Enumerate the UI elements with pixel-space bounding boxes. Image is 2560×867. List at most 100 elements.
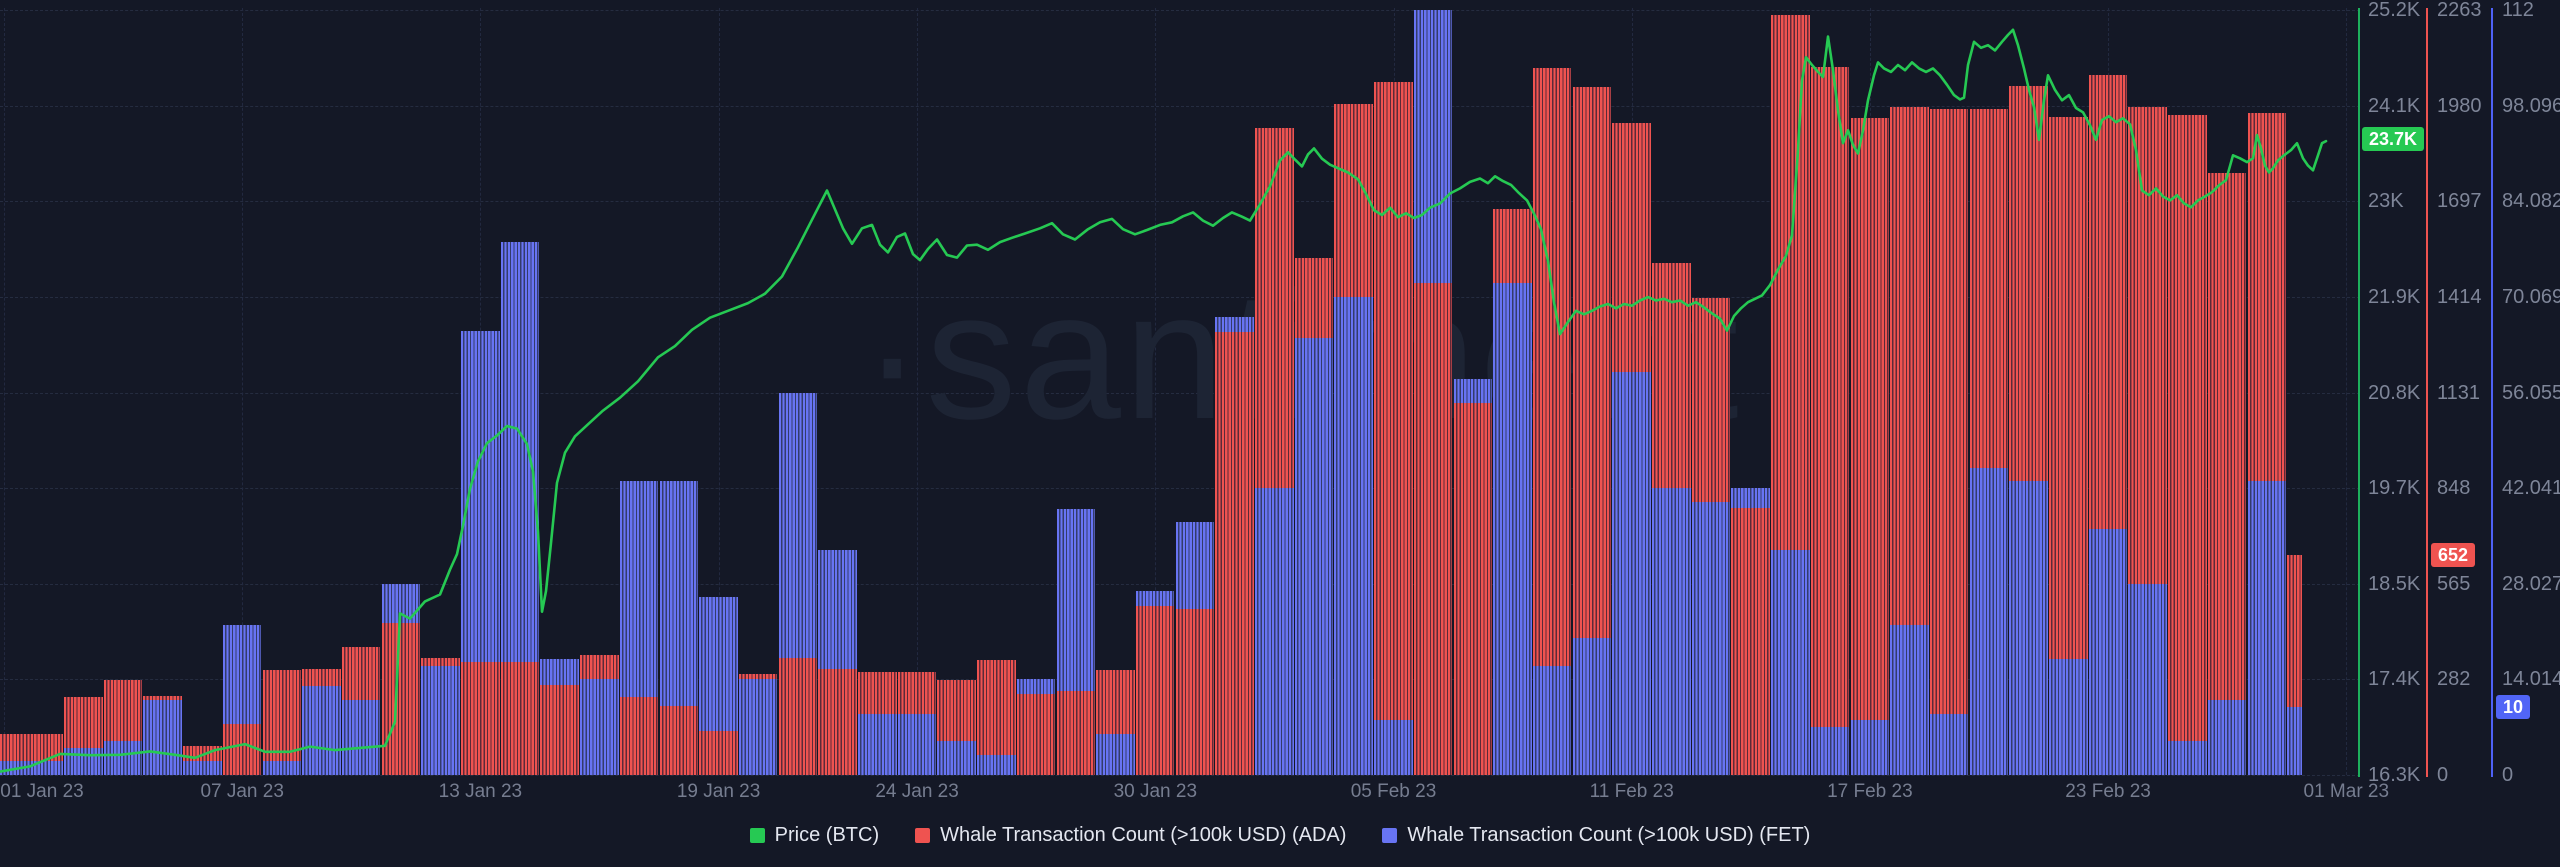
fet-current-badge[interactable]: 10 bbox=[2496, 694, 2531, 719]
btc-y-tick-label: 17.4K bbox=[2368, 668, 2421, 691]
ada-bar[interactable] bbox=[1374, 82, 1413, 775]
ada-bar[interactable] bbox=[2168, 115, 2207, 775]
fet-bar[interactable] bbox=[421, 665, 460, 775]
fet-bar[interactable] bbox=[1969, 467, 2009, 775]
ada-y-tick-label: 1697 bbox=[2437, 190, 2482, 213]
plot-area[interactable]: ·santiment bbox=[0, 0, 2360, 808]
btc-y-tick-label: 23K bbox=[2368, 190, 2404, 213]
fet-bar[interactable] bbox=[1652, 488, 1691, 775]
fet-bar[interactable] bbox=[64, 747, 103, 775]
ada-bar[interactable] bbox=[2207, 173, 2247, 775]
fet-bar[interactable] bbox=[1493, 283, 1532, 775]
btc-y-tick-label: 21.9K bbox=[2368, 285, 2421, 308]
ada-y-tick-label: 2263 bbox=[2437, 0, 2482, 21]
ada-y-tick-label: 0 bbox=[2437, 764, 2449, 786]
fet-bar[interactable] bbox=[897, 713, 937, 775]
fet-bar[interactable] bbox=[341, 699, 381, 775]
ada-bar[interactable] bbox=[1929, 109, 1969, 775]
ada-bar[interactable] bbox=[540, 685, 579, 775]
btc-y-tick-label: 18.5K bbox=[2368, 572, 2421, 595]
fet-bar[interactable] bbox=[858, 713, 897, 775]
ada-bar[interactable] bbox=[699, 731, 738, 775]
ada-current-badge[interactable]: 652 bbox=[2431, 542, 2476, 567]
ada-bar[interactable] bbox=[1175, 609, 1215, 775]
fet-bar[interactable] bbox=[103, 740, 143, 775]
fet-axis-line bbox=[2491, 8, 2493, 777]
ada-bar[interactable] bbox=[1135, 605, 1175, 775]
fet-bar[interactable] bbox=[1532, 665, 1572, 775]
ada-bar[interactable] bbox=[1056, 690, 1096, 775]
ada-bar[interactable] bbox=[659, 705, 699, 775]
ada-bar[interactable] bbox=[619, 697, 659, 775]
fet-bar[interactable] bbox=[580, 679, 619, 775]
ada-y-tick-label: 848 bbox=[2437, 477, 2471, 500]
fet-bar[interactable] bbox=[2168, 740, 2207, 775]
legend-item-btc[interactable]: Price (BTC) bbox=[749, 824, 879, 847]
fet-bar[interactable] bbox=[1294, 337, 1334, 775]
ada-bar[interactable] bbox=[461, 661, 500, 775]
fet-y-tick-label: 112 bbox=[2502, 0, 2534, 21]
fet-bar[interactable] bbox=[1691, 501, 1731, 775]
ada-bar[interactable] bbox=[1532, 68, 1572, 775]
legend-label-ada: Whale Transaction Count (>100k USD) (ADA… bbox=[940, 824, 1347, 846]
btc-legend-swatch-icon bbox=[749, 828, 765, 843]
fet-y-tick-label: 56.055 bbox=[2502, 381, 2560, 404]
x-tick-label: 13 Jan 23 bbox=[438, 781, 523, 802]
fet-bar[interactable] bbox=[937, 740, 976, 775]
fet-bar[interactable] bbox=[183, 761, 222, 775]
fet-bar[interactable] bbox=[2287, 706, 2303, 775]
fet-y-tick-label: 70.069 bbox=[2502, 285, 2560, 308]
fet-bar[interactable] bbox=[1612, 372, 1651, 775]
ada-bar[interactable] bbox=[381, 622, 421, 775]
ada-bar[interactable] bbox=[1731, 507, 1770, 775]
fet-bar[interactable] bbox=[1334, 296, 1373, 775]
fet-bar[interactable] bbox=[738, 679, 778, 775]
fet-y-tick-label: 28.027 bbox=[2502, 572, 2560, 595]
fet-bar[interactable] bbox=[2088, 529, 2128, 775]
legend-item-fet[interactable]: Whale Transaction Count (>100k USD) (FET… bbox=[1382, 824, 1810, 847]
ada-bar[interactable] bbox=[1810, 67, 1850, 775]
ada-bar[interactable] bbox=[778, 658, 818, 775]
fet-bar[interactable] bbox=[262, 761, 302, 775]
ada-bar[interactable] bbox=[818, 668, 857, 775]
x-tick-label: 30 Jan 23 bbox=[1113, 781, 1198, 802]
legend-label-fet: Whale Transaction Count (>100k USD) (FET… bbox=[1407, 824, 1811, 846]
x-tick-label: 11 Feb 23 bbox=[1589, 781, 1674, 802]
fet-bar[interactable] bbox=[1255, 488, 1294, 775]
fet-bar[interactable] bbox=[2207, 699, 2247, 775]
ada-bar[interactable] bbox=[222, 724, 262, 775]
ada-y-tick-label: 1414 bbox=[2437, 285, 2482, 308]
fet-bar[interactable] bbox=[1374, 720, 1413, 775]
fet-bar[interactable] bbox=[2009, 481, 2048, 775]
ada-bar[interactable] bbox=[1215, 332, 1254, 775]
fet-bar[interactable] bbox=[1771, 549, 1810, 775]
legend-item-ada[interactable]: Whale Transaction Count (>100k USD) (ADA… bbox=[915, 824, 1346, 847]
x-tick-label: 24 Jan 23 bbox=[875, 781, 959, 802]
fet-y-tick-label: 84.082 bbox=[2502, 190, 2560, 213]
fet-y-tick-label: 98.096 bbox=[2502, 94, 2560, 117]
fet-bar[interactable] bbox=[1929, 713, 1969, 775]
ada-y-tick-label: 1980 bbox=[2437, 94, 2482, 117]
fet-bar[interactable] bbox=[1096, 734, 1135, 775]
fet-bar[interactable] bbox=[1890, 624, 1929, 775]
fet-bar[interactable] bbox=[2128, 583, 2167, 775]
ada-bar[interactable] bbox=[1016, 693, 1056, 775]
ada-y-tick-label: 282 bbox=[2437, 668, 2471, 691]
fet-bar[interactable] bbox=[2049, 658, 2088, 775]
x-tick-label: 07 Jan 23 bbox=[200, 781, 284, 802]
fet-bar[interactable] bbox=[302, 686, 341, 775]
ada-bar[interactable] bbox=[1850, 118, 1890, 775]
ada-bar[interactable] bbox=[1453, 403, 1493, 775]
fet-bar[interactable] bbox=[143, 699, 182, 775]
fet-bar[interactable] bbox=[1850, 720, 1890, 775]
fet-y-tick-label: 0 bbox=[2502, 764, 2514, 786]
fet-bar[interactable] bbox=[1810, 727, 1850, 775]
ada-bar[interactable] bbox=[262, 670, 302, 775]
fet-bar[interactable] bbox=[1572, 638, 1612, 775]
btc-current-badge[interactable]: 23.7K bbox=[2362, 126, 2425, 151]
fet-bar[interactable] bbox=[977, 754, 1016, 775]
ada-bar[interactable] bbox=[500, 661, 540, 775]
ada-bar[interactable] bbox=[1413, 283, 1453, 775]
fet-bar[interactable] bbox=[2247, 481, 2287, 775]
